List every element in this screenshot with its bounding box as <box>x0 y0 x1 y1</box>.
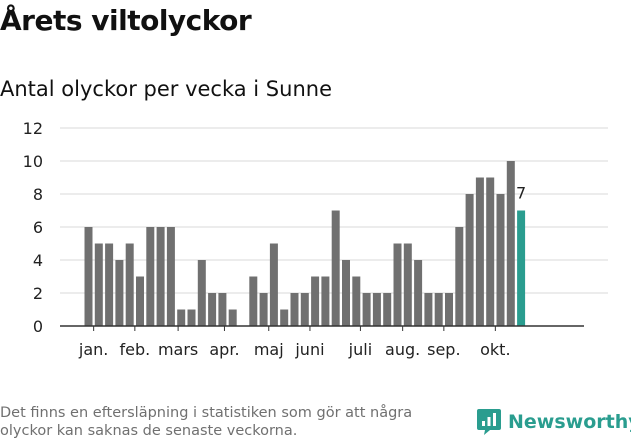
y-tick-label: 10 <box>23 152 43 171</box>
bar <box>486 177 495 326</box>
x-tick-label: juli <box>348 340 372 359</box>
bar <box>475 177 484 326</box>
x-tick-label: sep. <box>427 340 460 359</box>
bar <box>228 309 237 326</box>
y-tick-label: 0 <box>33 317 43 336</box>
bar <box>445 293 453 326</box>
bar <box>166 227 175 326</box>
footnote: Det finns en eftersläpning i statistiken… <box>0 405 413 439</box>
bar <box>383 293 392 326</box>
bar <box>434 293 443 326</box>
x-tick-label: maj <box>254 340 284 359</box>
bar <box>269 243 278 326</box>
y-tick-label: 6 <box>33 218 43 237</box>
x-tick-label: feb. <box>119 340 150 359</box>
bar <box>197 260 206 326</box>
bar <box>342 260 350 326</box>
x-tick-label: juni <box>294 340 324 359</box>
chart-subtitle: Antal olyckor per vecka i Sunne <box>0 77 332 101</box>
bar <box>300 293 309 326</box>
bar <box>218 293 227 326</box>
highlight-bar <box>517 210 526 326</box>
bar <box>362 293 371 326</box>
bar <box>187 309 196 326</box>
bar <box>393 243 402 326</box>
y-tick-label: 8 <box>33 185 43 204</box>
y-tick-label: 2 <box>33 284 43 303</box>
y-tick-label: 4 <box>33 251 43 270</box>
brand-name: Newsworthy <box>508 411 631 433</box>
bar <box>465 194 474 326</box>
bar-chart: 0 2 4 6 8 10 12 jan. feb. mars apr. maj juni juli aug… <box>23 119 608 359</box>
bar <box>125 243 134 326</box>
newsworthy-logo: Newsworthy <box>476 408 631 436</box>
bar <box>259 293 268 326</box>
bar <box>94 243 103 326</box>
newsworthy-logo-icon <box>477 409 501 435</box>
x-tick-label: jan. <box>78 340 108 359</box>
bar <box>496 194 505 326</box>
bar <box>290 293 299 326</box>
highlight-value-label: 7 <box>516 184 526 203</box>
bar <box>331 210 340 326</box>
y-tick-label: 12 <box>23 119 43 138</box>
bar <box>372 293 381 326</box>
x-tick-label: mars <box>158 340 198 359</box>
bar <box>105 243 114 326</box>
bar <box>177 309 186 326</box>
bar <box>424 293 433 326</box>
bar <box>156 227 165 326</box>
bar <box>311 276 320 326</box>
y-axis-ticks: 0 2 4 6 8 10 12 <box>23 119 43 336</box>
bar <box>352 276 361 326</box>
chart-title: Årets viltolyckor <box>0 4 252 37</box>
bar <box>208 293 217 326</box>
bar <box>115 260 124 326</box>
x-tick-label: apr. <box>209 340 239 359</box>
bar <box>321 276 330 326</box>
x-axis-ticks: jan. feb. mars apr. maj juni juli aug. sep. okt. <box>78 326 511 359</box>
bar <box>84 227 93 326</box>
bar <box>136 276 144 326</box>
bar <box>506 161 515 326</box>
bars <box>84 161 526 326</box>
bar <box>249 276 258 326</box>
bar <box>403 243 412 326</box>
x-tick-label: okt. <box>480 340 510 359</box>
bar <box>414 260 423 326</box>
x-tick-label: aug. <box>385 340 420 359</box>
bar <box>455 227 464 326</box>
bar <box>146 227 155 326</box>
bar <box>280 309 289 326</box>
